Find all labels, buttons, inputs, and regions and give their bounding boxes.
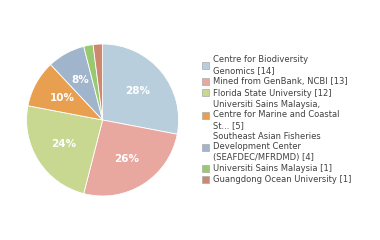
Wedge shape [28, 65, 103, 120]
Wedge shape [84, 45, 103, 120]
Text: 8%: 8% [72, 75, 90, 85]
Text: 10%: 10% [50, 93, 75, 103]
Text: 26%: 26% [114, 154, 139, 163]
Wedge shape [103, 44, 179, 134]
Wedge shape [93, 44, 103, 120]
Legend: Centre for Biodiversity
Genomics [14], Mined from GenBank, NCBI [13], Florida St: Centre for Biodiversity Genomics [14], M… [202, 55, 351, 185]
Text: 28%: 28% [125, 86, 150, 96]
Wedge shape [84, 120, 177, 196]
Text: 24%: 24% [52, 139, 77, 150]
Wedge shape [27, 106, 103, 194]
Wedge shape [51, 46, 103, 120]
